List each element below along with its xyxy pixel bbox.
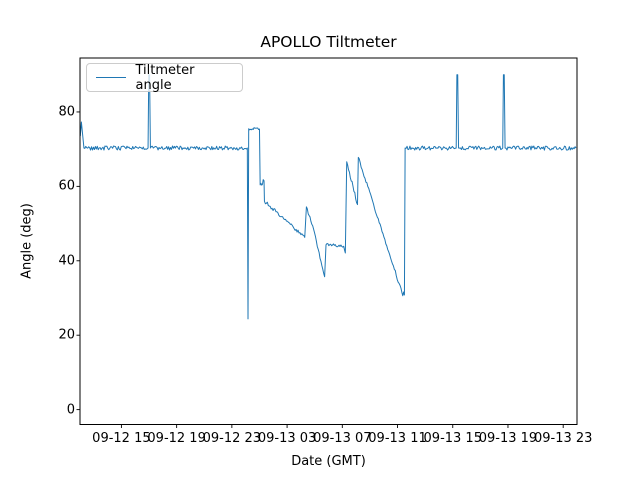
x-axis-label: Date (GMT) [291,454,366,469]
x-tick-label: 09-13 23 [533,431,593,446]
x-tick-label: 09-13 03 [257,431,317,446]
y-tick-label: 20 [58,327,75,343]
x-tick-label: 09-13 11 [368,431,427,446]
y-axis-label: Angle (deg) [19,203,35,279]
chart-title: APOLLO Tiltmeter [260,33,397,51]
legend-item-label: Tiltmeter angle [135,62,195,93]
y-tick-label: 40 [58,253,75,269]
x-tick-label: 09-12 23 [202,431,262,446]
y-tick-label: 0 [66,402,75,418]
legend: Tiltmeter angle [86,62,243,93]
y-tick-label: 80 [58,104,75,120]
y-tick-label: 60 [58,178,75,194]
axes-spines [79,57,578,425]
x-tick-label: 09-12 19 [147,431,206,446]
legend-line-sample-icon [96,77,126,78]
data-line-tiltmeter-angle [79,74,577,320]
x-tick-label: 09-13 07 [313,431,372,446]
x-tick-label: 09-13 19 [478,431,538,446]
x-tick-label: 09-12 15 [92,431,151,446]
x-tick-label: 09-13 15 [423,431,482,446]
